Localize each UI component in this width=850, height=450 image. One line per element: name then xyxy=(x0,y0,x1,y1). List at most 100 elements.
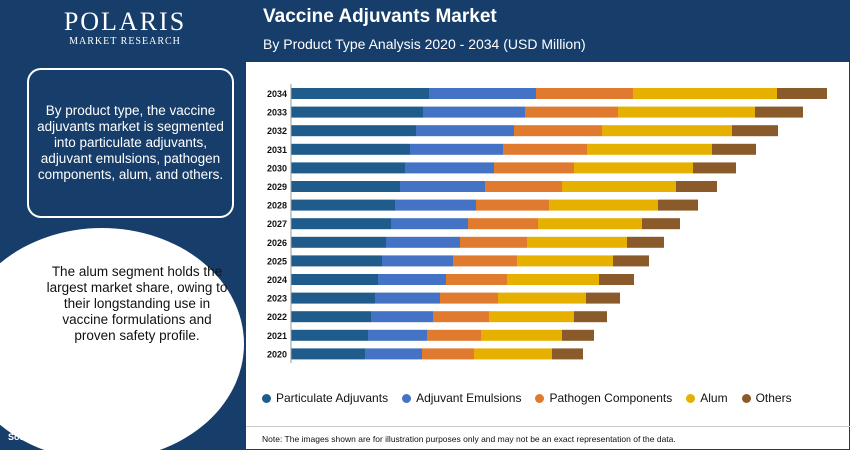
bar-segment xyxy=(291,329,368,341)
bar-segment xyxy=(602,125,732,137)
bar-segment xyxy=(489,311,574,323)
divider xyxy=(246,426,850,427)
y-tick-label: 2027 xyxy=(267,219,287,229)
bar-segment xyxy=(446,274,507,285)
bar-segment xyxy=(410,143,503,155)
bar-segment xyxy=(382,255,453,267)
legend-swatch xyxy=(535,393,545,403)
bar-segment xyxy=(386,236,460,248)
bar-segment xyxy=(291,348,365,360)
bar-segment xyxy=(291,255,382,267)
bar-segment xyxy=(562,329,594,341)
highlight-ellipse xyxy=(0,228,244,450)
chart-header xyxy=(246,0,850,62)
legend-item: Pathogen Components xyxy=(535,391,672,405)
bar-segment xyxy=(427,329,481,341)
legend-label: Others xyxy=(755,391,792,405)
bar-segment xyxy=(586,292,620,304)
y-tick-label: 2034 xyxy=(267,89,287,99)
bar-segment xyxy=(291,106,423,118)
y-tick-label: 2033 xyxy=(267,108,287,118)
bar-segment xyxy=(405,162,494,174)
bar-segment xyxy=(433,311,489,323)
bar-segment xyxy=(574,311,607,323)
bar-segment xyxy=(633,88,777,99)
legend-item: Particulate Adjuvants xyxy=(262,391,388,405)
legend-swatch xyxy=(402,393,412,403)
y-tick-label: 2028 xyxy=(267,201,287,211)
bar-segment xyxy=(400,181,485,192)
bar-segment xyxy=(552,348,583,360)
bar-segment xyxy=(642,218,680,230)
y-tick-label: 2020 xyxy=(267,349,287,359)
y-tick-label: 2025 xyxy=(267,256,287,266)
legend-label: Particulate Adjuvants xyxy=(276,391,389,405)
bar-segment xyxy=(755,106,803,118)
bar-segment xyxy=(498,292,586,304)
bar-segment xyxy=(416,125,514,137)
bar-segment xyxy=(538,218,642,230)
legend-item: Others xyxy=(741,391,792,405)
bar-segment xyxy=(777,88,827,99)
y-tick-label: 2022 xyxy=(267,312,287,322)
legend-label: Pathogen Components xyxy=(549,391,673,405)
y-tick-label: 2029 xyxy=(267,182,287,192)
bar-segment xyxy=(453,255,517,267)
bar-segment xyxy=(562,181,676,192)
logo: POLARIS MARKET RESEARCH xyxy=(40,7,210,48)
legend-swatch xyxy=(262,393,271,403)
bar-segment xyxy=(676,181,717,192)
chart-subtitle: By Product Type Analysis 2020 - 2034 (US… xyxy=(263,36,586,52)
bar-segment xyxy=(732,125,778,137)
summary-box: By product type, the vaccine adjuvants m… xyxy=(27,68,234,218)
bar-segment xyxy=(378,274,446,285)
bar-segment xyxy=(507,274,599,285)
bar-segment xyxy=(658,199,698,211)
bar-segment xyxy=(468,218,538,230)
y-tick-label: 2031 xyxy=(267,145,287,155)
bar-segment xyxy=(365,348,422,360)
y-tick-label: 2023 xyxy=(267,294,287,304)
bar-segment xyxy=(485,181,562,192)
bar-segment xyxy=(712,143,756,155)
bar-segment xyxy=(693,162,736,174)
bar-segment xyxy=(429,88,536,99)
bar-segment xyxy=(375,292,440,304)
footer-note: Note: The images shown are for illustrat… xyxy=(262,434,676,444)
bar-segment xyxy=(618,106,755,118)
bar-segment xyxy=(599,274,634,285)
summary-text: By product type, the vaccine adjuvants m… xyxy=(37,103,224,182)
bar-segment xyxy=(371,311,433,323)
sidebar: POLARIS MARKET RESEARCH By product type,… xyxy=(0,0,246,450)
bar-segment xyxy=(613,255,649,267)
bar-segment xyxy=(291,199,395,211)
bar-segment xyxy=(536,88,633,99)
bar-segment xyxy=(476,199,549,211)
bar-segment xyxy=(291,236,386,248)
legend-label: Adjuvant Emulsions xyxy=(416,391,522,405)
bar-segment xyxy=(474,348,552,360)
chart-title: Vaccine Adjuvants Market xyxy=(263,6,497,27)
legend-swatch xyxy=(686,393,696,403)
bar-segment xyxy=(291,311,371,323)
bar-segment xyxy=(627,236,664,248)
brand-name: POLARIS xyxy=(63,7,187,36)
y-tick-label: 2032 xyxy=(267,126,287,136)
y-tick-label: 2030 xyxy=(267,163,287,173)
y-tick-label: 2021 xyxy=(267,331,287,341)
legend-label: Alum xyxy=(700,391,728,405)
bar-segment xyxy=(423,106,525,118)
bar-segment xyxy=(574,162,693,174)
bar-segment xyxy=(291,274,378,285)
brand-tagline: MARKET RESEARCH xyxy=(69,36,181,47)
bar-segment xyxy=(460,236,527,248)
bar-segment xyxy=(291,88,429,99)
bar-segment xyxy=(291,125,416,137)
highlight-text: The alum segment holds the largest marke… xyxy=(46,264,228,343)
bar-segment xyxy=(368,329,427,341)
legend-item: Adjuvant Emulsions xyxy=(402,391,521,405)
bar-segment xyxy=(481,329,562,341)
bar-segment xyxy=(503,143,587,155)
legend-item: Alum xyxy=(686,391,728,405)
bar-segment xyxy=(587,143,712,155)
